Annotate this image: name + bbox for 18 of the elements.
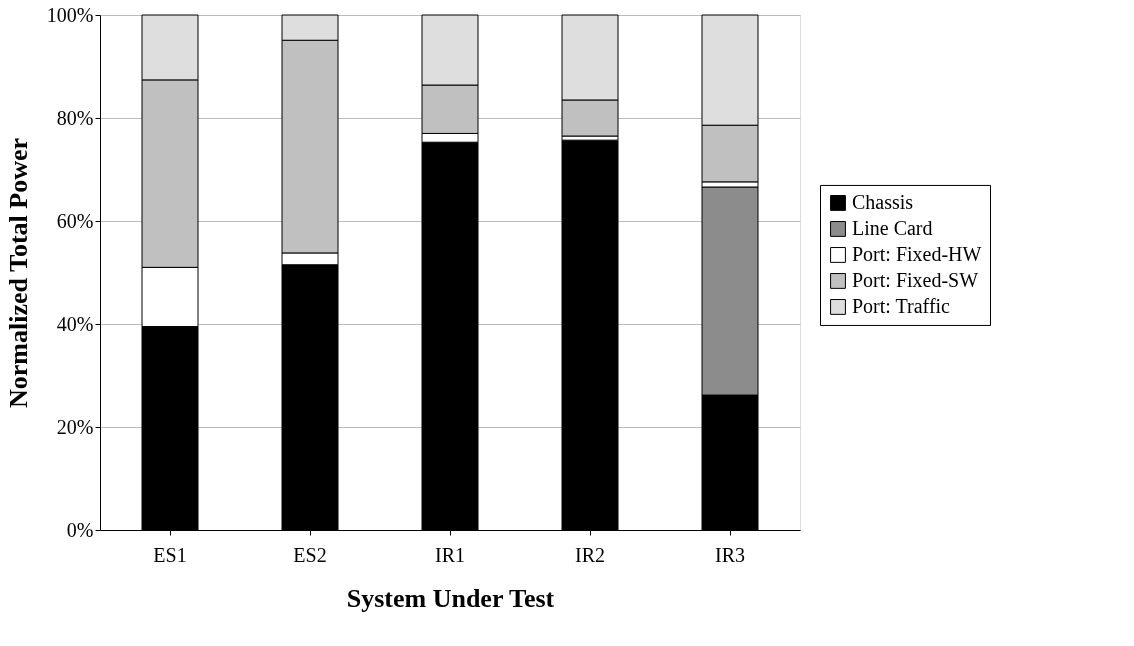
y-tick-label: 40% (56, 312, 94, 335)
x-tick-label: ES1 (153, 543, 187, 566)
y-tick-label: 60% (56, 209, 94, 232)
x-tick-label: IR1 (435, 543, 465, 566)
y-tick-label: 80% (56, 106, 94, 129)
y-tick-label: 20% (56, 415, 94, 438)
y-axis-title: Normalized Total Power (3, 137, 33, 409)
x-tick-label: ES2 (293, 543, 327, 566)
y-tick-label: 100% (46, 3, 94, 26)
legend-label: Line Card (852, 216, 933, 239)
x-tick-label: IR2 (575, 543, 605, 566)
y-tick-label: 0% (66, 518, 94, 541)
legend-label: Port: Fixed-HW (852, 242, 982, 265)
x-tick-label: IR3 (715, 543, 745, 566)
legend-label: Chassis (852, 190, 914, 213)
legend-label: Port: Fixed-SW (852, 268, 979, 291)
legend-label: Port: Traffic (852, 294, 951, 317)
x-axis-title: System Under Test (346, 583, 555, 613)
